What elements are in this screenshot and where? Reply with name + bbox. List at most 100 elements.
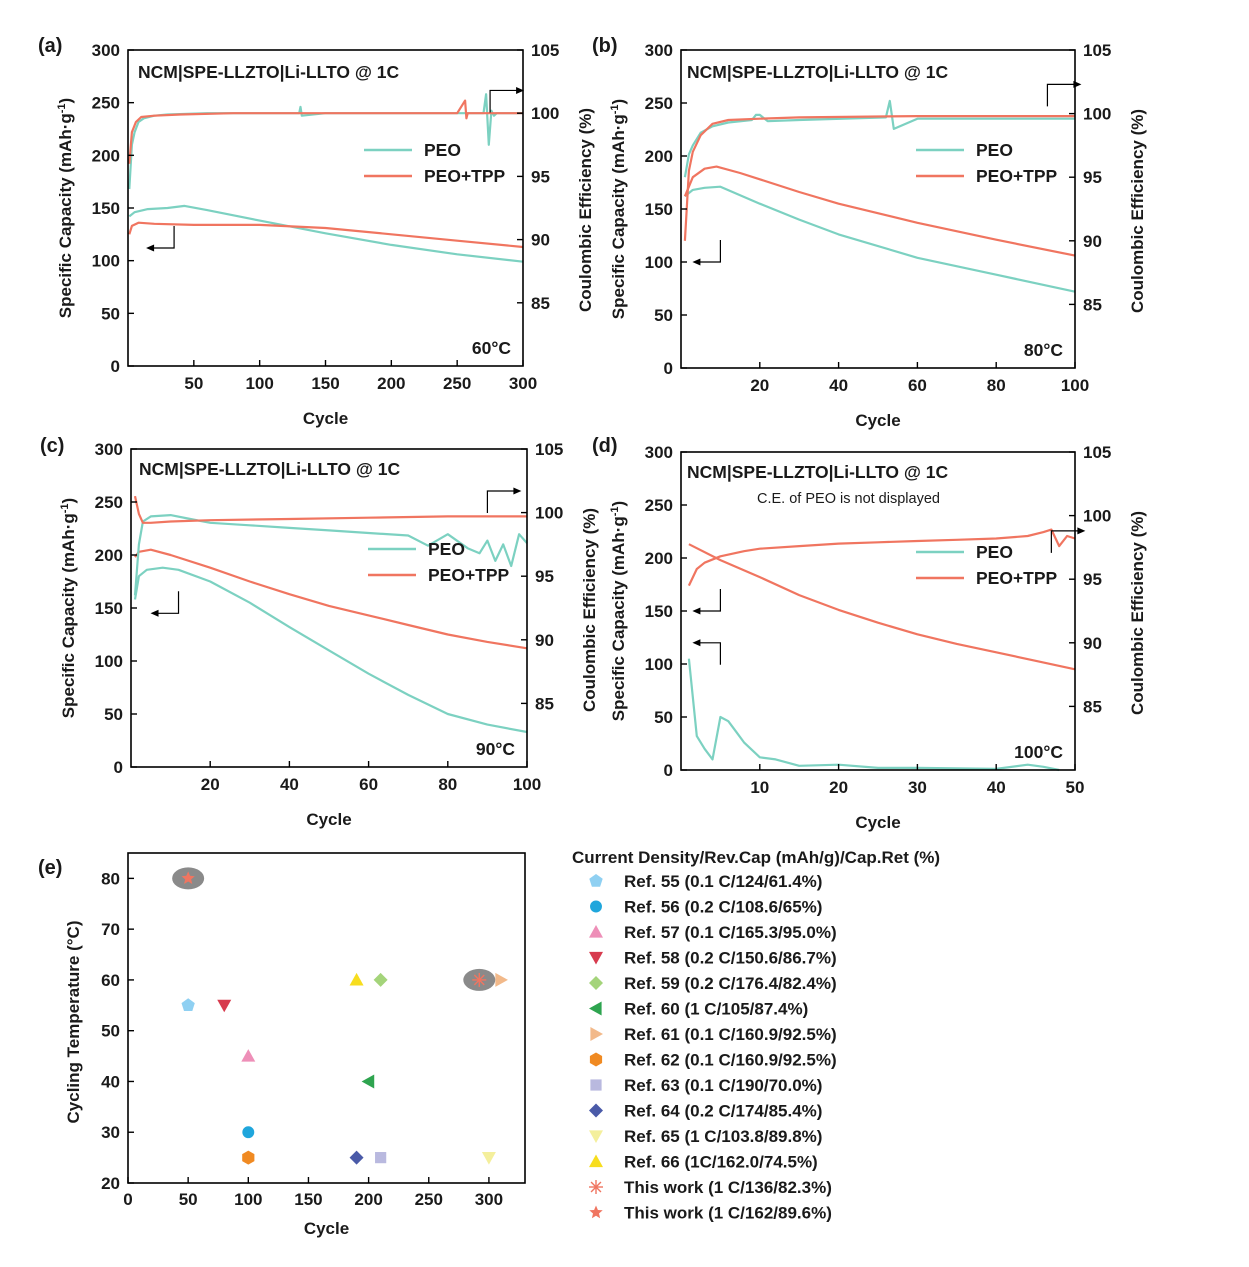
y-tick-label: 250 (95, 493, 123, 512)
y-tick-label: 300 (92, 41, 120, 60)
y2-tick-label: 85 (531, 294, 550, 313)
x-tick-label: 250 (415, 1190, 443, 1209)
series-peo-tpp-capacity-line (128, 221, 524, 249)
x-tick-label: 100 (234, 1190, 262, 1209)
y2-tick-label: 90 (1083, 232, 1102, 251)
y2-axis-label: Coulombic Efficiency (%) (576, 108, 595, 312)
y-axis-label: Specific Capacity (mAh·g-1) (609, 99, 628, 319)
y-tick-label: 100 (645, 655, 673, 674)
x-axis-label: Cycle (855, 813, 900, 832)
left-axis-arrowhead (692, 258, 701, 266)
y-tick-label: 50 (654, 708, 673, 727)
y-axis-label: Specific Capacity (mAh·g-1) (59, 498, 78, 718)
left-axis-arrowhead (146, 244, 155, 252)
right-axis-arrow (486, 490, 518, 513)
asterisk-stroke (590, 1181, 602, 1193)
legend-label: Ref. 59 (0.2 C/176.4/82.4%) (624, 974, 837, 993)
legend-label: PEO (976, 140, 1013, 160)
legend-marker-hexagon (589, 1052, 603, 1067)
legend-marker-diamond (589, 1103, 603, 1118)
series-peo-ce-line (683, 99, 1075, 178)
legend-label: Ref. 55 (0.1 C/124/61.4%) (624, 872, 822, 891)
legend-label: Ref. 62 (0.1 C/160.9/92.5%) (624, 1051, 837, 1070)
x-tick-label: 200 (354, 1190, 382, 1209)
y-tick-label: 200 (95, 546, 123, 565)
y2-tick-label: 100 (531, 104, 559, 123)
panel-d: 10 20 30 40 50 0 50 100 150 200 250 300 85 90 95 100 105… (592, 435, 1147, 832)
x-axis-label: Cycle (304, 1219, 349, 1238)
y2-tick-label: 90 (535, 631, 554, 650)
y-tick-label: 30 (101, 1123, 120, 1142)
panel-title: NCM|SPE-LLZTO|Li-LLTO @ 1C (687, 62, 949, 82)
y-tick-label: 0 (111, 357, 120, 376)
legend-marker-triangle-right (590, 1027, 603, 1041)
x-axis-label: Cycle (855, 411, 900, 430)
series-peo-tpp-capacity-line (688, 543, 1076, 671)
y2-tick-label: 90 (1083, 634, 1102, 653)
series-peo-capacity-line (133, 566, 528, 734)
series-peo-ce-line (133, 513, 528, 596)
x-tick-label: 0 (123, 1190, 132, 1209)
legend-marker-asterisk (589, 1180, 603, 1194)
data-point-diamond (349, 1150, 364, 1165)
legend-label: Ref. 56 (0.2 C/108.6/65%) (624, 898, 822, 917)
series-peo-capacity-line (128, 204, 524, 263)
data-point-triangle-up (349, 972, 364, 986)
x-tick-label: 80 (987, 376, 1006, 395)
y-tick-label: 100 (645, 253, 673, 272)
y-tick-label: 250 (92, 94, 120, 113)
legend-marker-pentagon (589, 874, 603, 887)
y2-tick-label: 95 (535, 567, 554, 586)
y-tick-label: 0 (664, 761, 673, 780)
x-tick-label: 30 (908, 778, 927, 797)
temperature-label: 90°C (476, 739, 515, 759)
y-tick-label: 250 (645, 94, 673, 113)
y2-tick-label: 105 (1083, 443, 1111, 462)
legend-marker-triangle-down (589, 1130, 603, 1143)
data-point-triangle-right (495, 972, 508, 987)
x-tick-label: 300 (509, 374, 537, 393)
left-axis-arrow (696, 642, 722, 665)
legend-marker-triangle-up (589, 1154, 603, 1168)
legend-label: Ref. 64 (0.2 C/174/85.4%) (624, 1102, 822, 1121)
y-tick-label: 200 (645, 549, 673, 568)
series-peo-ce-line (128, 93, 523, 190)
data-point-pentagon (181, 998, 195, 1011)
series-peo-capacity-line (684, 185, 1076, 293)
x-tick-label: 20 (750, 376, 769, 395)
y-tick-label: 60 (101, 971, 120, 990)
x-tick-label: 100 (513, 775, 541, 794)
legend-marker-triangle-down (589, 951, 603, 965)
plot-frame (127, 49, 524, 367)
legend-marker-circle (590, 900, 602, 913)
series-peo-tpp-ce-line (683, 114, 1075, 241)
panel-label: (a) (38, 35, 62, 57)
legend-label: Ref. 66 (1C/162.0/74.5%) (624, 1153, 818, 1172)
y2-tick-label: 95 (1083, 570, 1102, 589)
y-tick-label: 200 (92, 146, 120, 165)
left-axis-arrowhead (150, 609, 159, 617)
y2-tick-label: 105 (1083, 41, 1111, 60)
legend-marker-diamond (589, 976, 603, 990)
y-tick-label: 100 (92, 252, 120, 271)
y2-tick-label: 100 (1083, 507, 1111, 526)
y-axis-label: Cycling Temperature (°C) (64, 921, 83, 1124)
x-tick-label: 250 (443, 374, 471, 393)
panel-a: 50 100 150 200 250 300 0 50 100 150 200 250 300 85 90 9… (38, 35, 595, 428)
y2-tick-label: 90 (531, 231, 550, 250)
y2-tick-label: 100 (1083, 105, 1111, 124)
y-tick-label: 0 (114, 758, 123, 777)
x-tick-label: 60 (908, 376, 927, 395)
series-peo-capacity-line (687, 658, 1060, 772)
data-point-triangle-down (217, 999, 232, 1013)
series-peo-tpp-ce-line (133, 495, 527, 524)
legend-label: Ref. 65 (1 C/103.8/89.8%) (624, 1127, 822, 1146)
data-point-circle (242, 1126, 255, 1139)
legend-label: Ref. 57 (0.1 C/165.3/95.0%) (624, 923, 837, 942)
x-axis-label: Cycle (306, 810, 351, 829)
y-tick-label: 300 (645, 443, 673, 462)
x-tick-label: 50 (179, 1190, 198, 1209)
x-tick-label: 40 (987, 778, 1006, 797)
data-point-triangle-left (361, 1074, 375, 1089)
